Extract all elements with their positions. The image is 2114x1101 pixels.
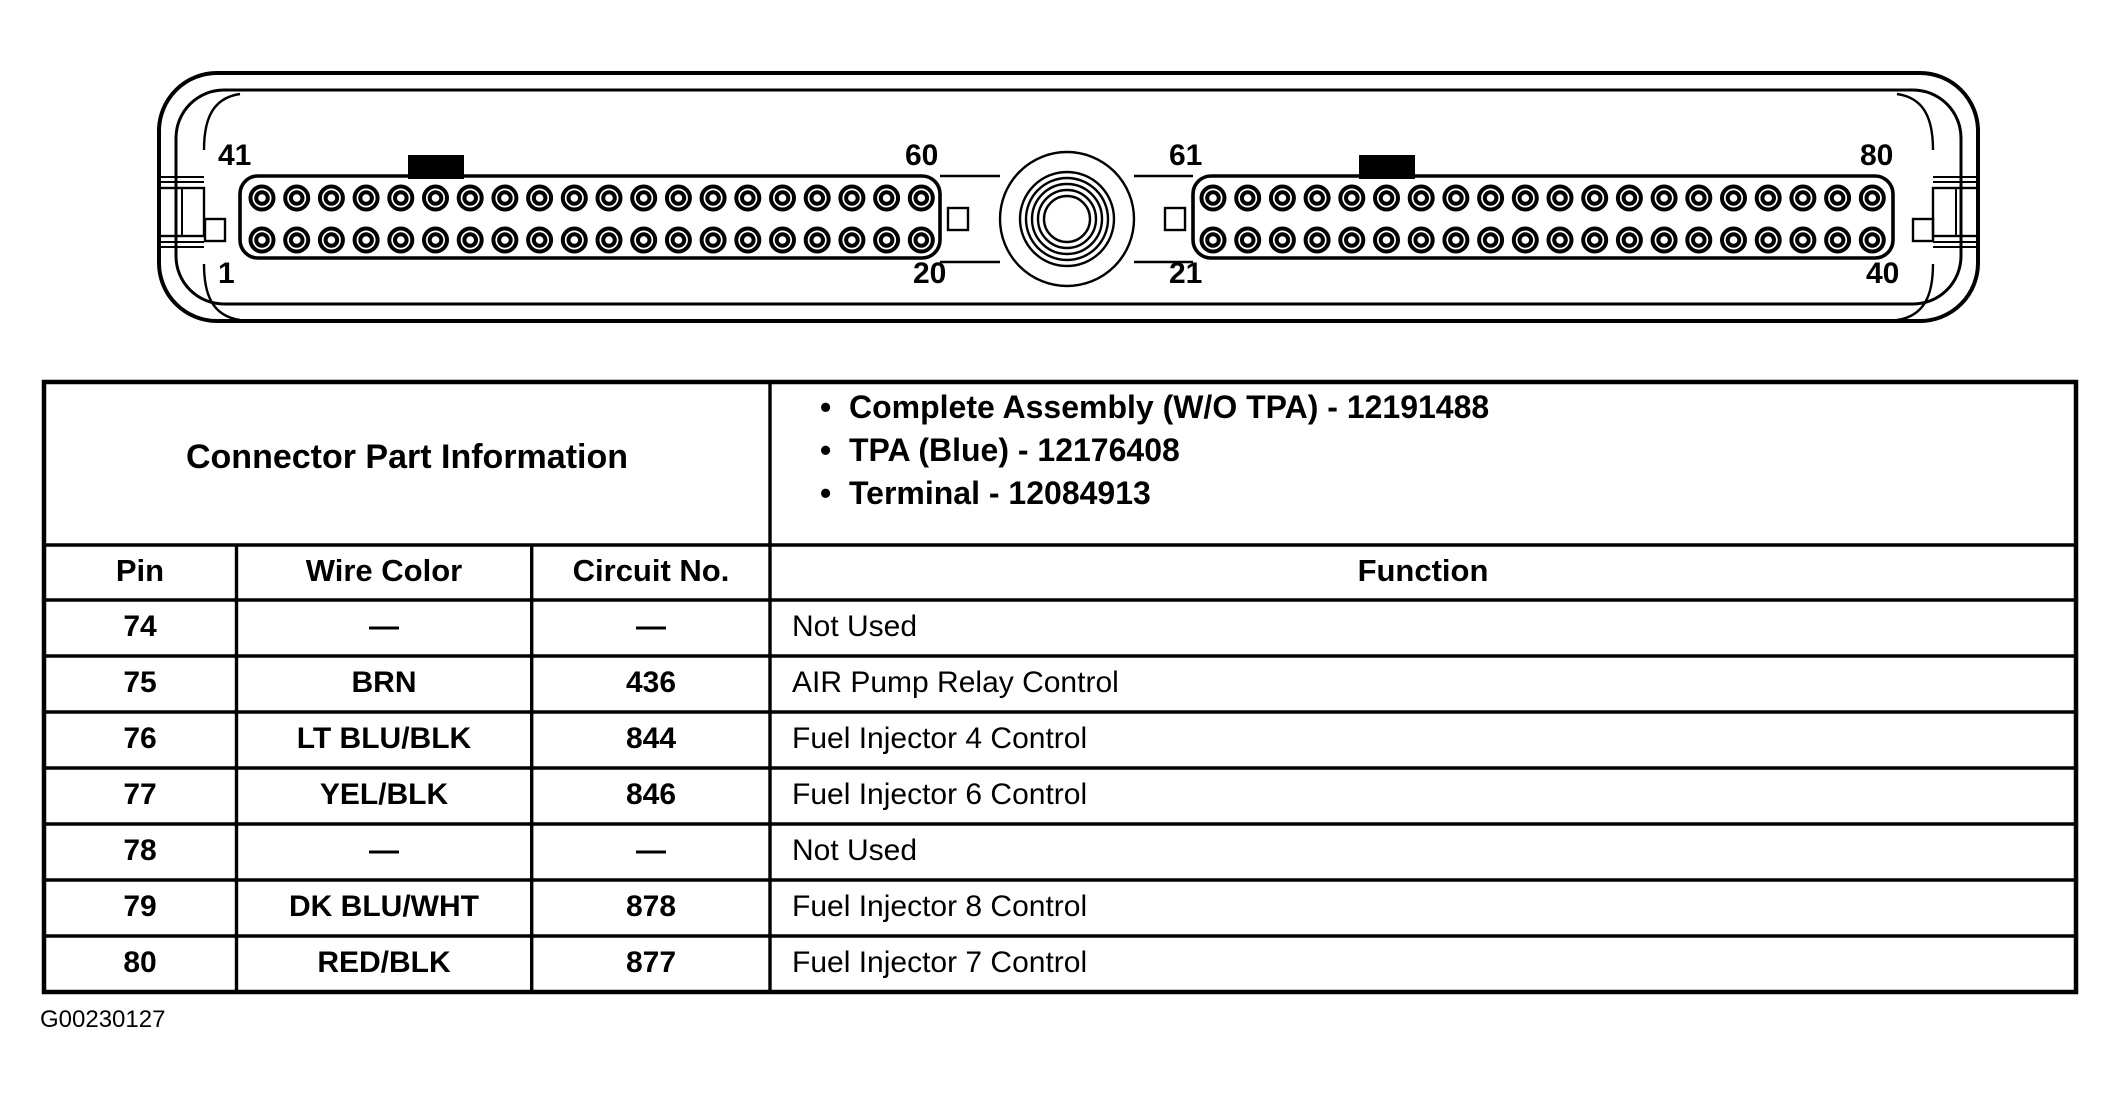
svg-text:DK BLU/WHT: DK BLU/WHT: [289, 890, 479, 923]
svg-text:41: 41: [218, 139, 251, 172]
svg-text:—: —: [369, 610, 399, 643]
svg-text:Connector Part Information: Connector Part Information: [186, 438, 628, 476]
svg-text:• Terminal - 12084913: • Terminal - 12084913: [820, 475, 1151, 511]
svg-text:80: 80: [1860, 139, 1893, 172]
svg-text:74: 74: [123, 610, 157, 643]
svg-text:1: 1: [218, 257, 235, 290]
svg-text:20: 20: [913, 257, 946, 290]
svg-text:Not Used: Not Used: [792, 834, 917, 867]
svg-text:21: 21: [1169, 257, 1202, 290]
svg-text:YEL/BLK: YEL/BLK: [320, 778, 449, 811]
svg-text:Fuel Injector 7 Control: Fuel Injector 7 Control: [792, 946, 1087, 979]
svg-text:Fuel Injector 8 Control: Fuel Injector 8 Control: [792, 890, 1087, 923]
svg-text:Pin: Pin: [116, 553, 164, 588]
svg-text:Wire Color: Wire Color: [306, 553, 462, 588]
svg-text:40: 40: [1866, 257, 1899, 290]
svg-text:Circuit No.: Circuit No.: [573, 553, 730, 588]
svg-text:76: 76: [123, 722, 156, 755]
svg-text:Function: Function: [1358, 553, 1489, 588]
svg-text:Fuel Injector 4 Control: Fuel Injector 4 Control: [792, 722, 1087, 755]
svg-text:61: 61: [1169, 139, 1202, 172]
svg-text:60: 60: [905, 139, 938, 172]
svg-text:• TPA (Blue) - 12176408: • TPA (Blue) - 12176408: [820, 432, 1180, 468]
svg-text:78: 78: [123, 834, 156, 867]
svg-text:Not Used: Not Used: [792, 610, 917, 643]
svg-text:75: 75: [123, 666, 156, 699]
svg-text:BRN: BRN: [352, 666, 417, 699]
svg-text:80: 80: [123, 946, 156, 979]
svg-text:—: —: [369, 834, 399, 867]
svg-text:436: 436: [626, 666, 676, 699]
svg-text:G00230127: G00230127: [40, 1006, 165, 1033]
svg-text:AIR Pump Relay Control: AIR Pump Relay Control: [792, 666, 1119, 699]
svg-text:878: 878: [626, 890, 676, 923]
svg-text:846: 846: [626, 778, 676, 811]
svg-text:Fuel Injector 6 Control: Fuel Injector 6 Control: [792, 778, 1087, 811]
svg-text:—: —: [636, 834, 666, 867]
svg-text:877: 877: [626, 946, 676, 979]
svg-text:844: 844: [626, 722, 676, 755]
svg-text:79: 79: [123, 890, 156, 923]
svg-text:• Complete Assembly (W/O TPA): • Complete Assembly (W/O TPA) - 12191488: [820, 389, 1489, 425]
svg-text:—: —: [636, 610, 666, 643]
svg-text:LT BLU/BLK: LT BLU/BLK: [297, 722, 472, 755]
svg-text:77: 77: [123, 778, 156, 811]
svg-text:RED/BLK: RED/BLK: [317, 946, 451, 979]
